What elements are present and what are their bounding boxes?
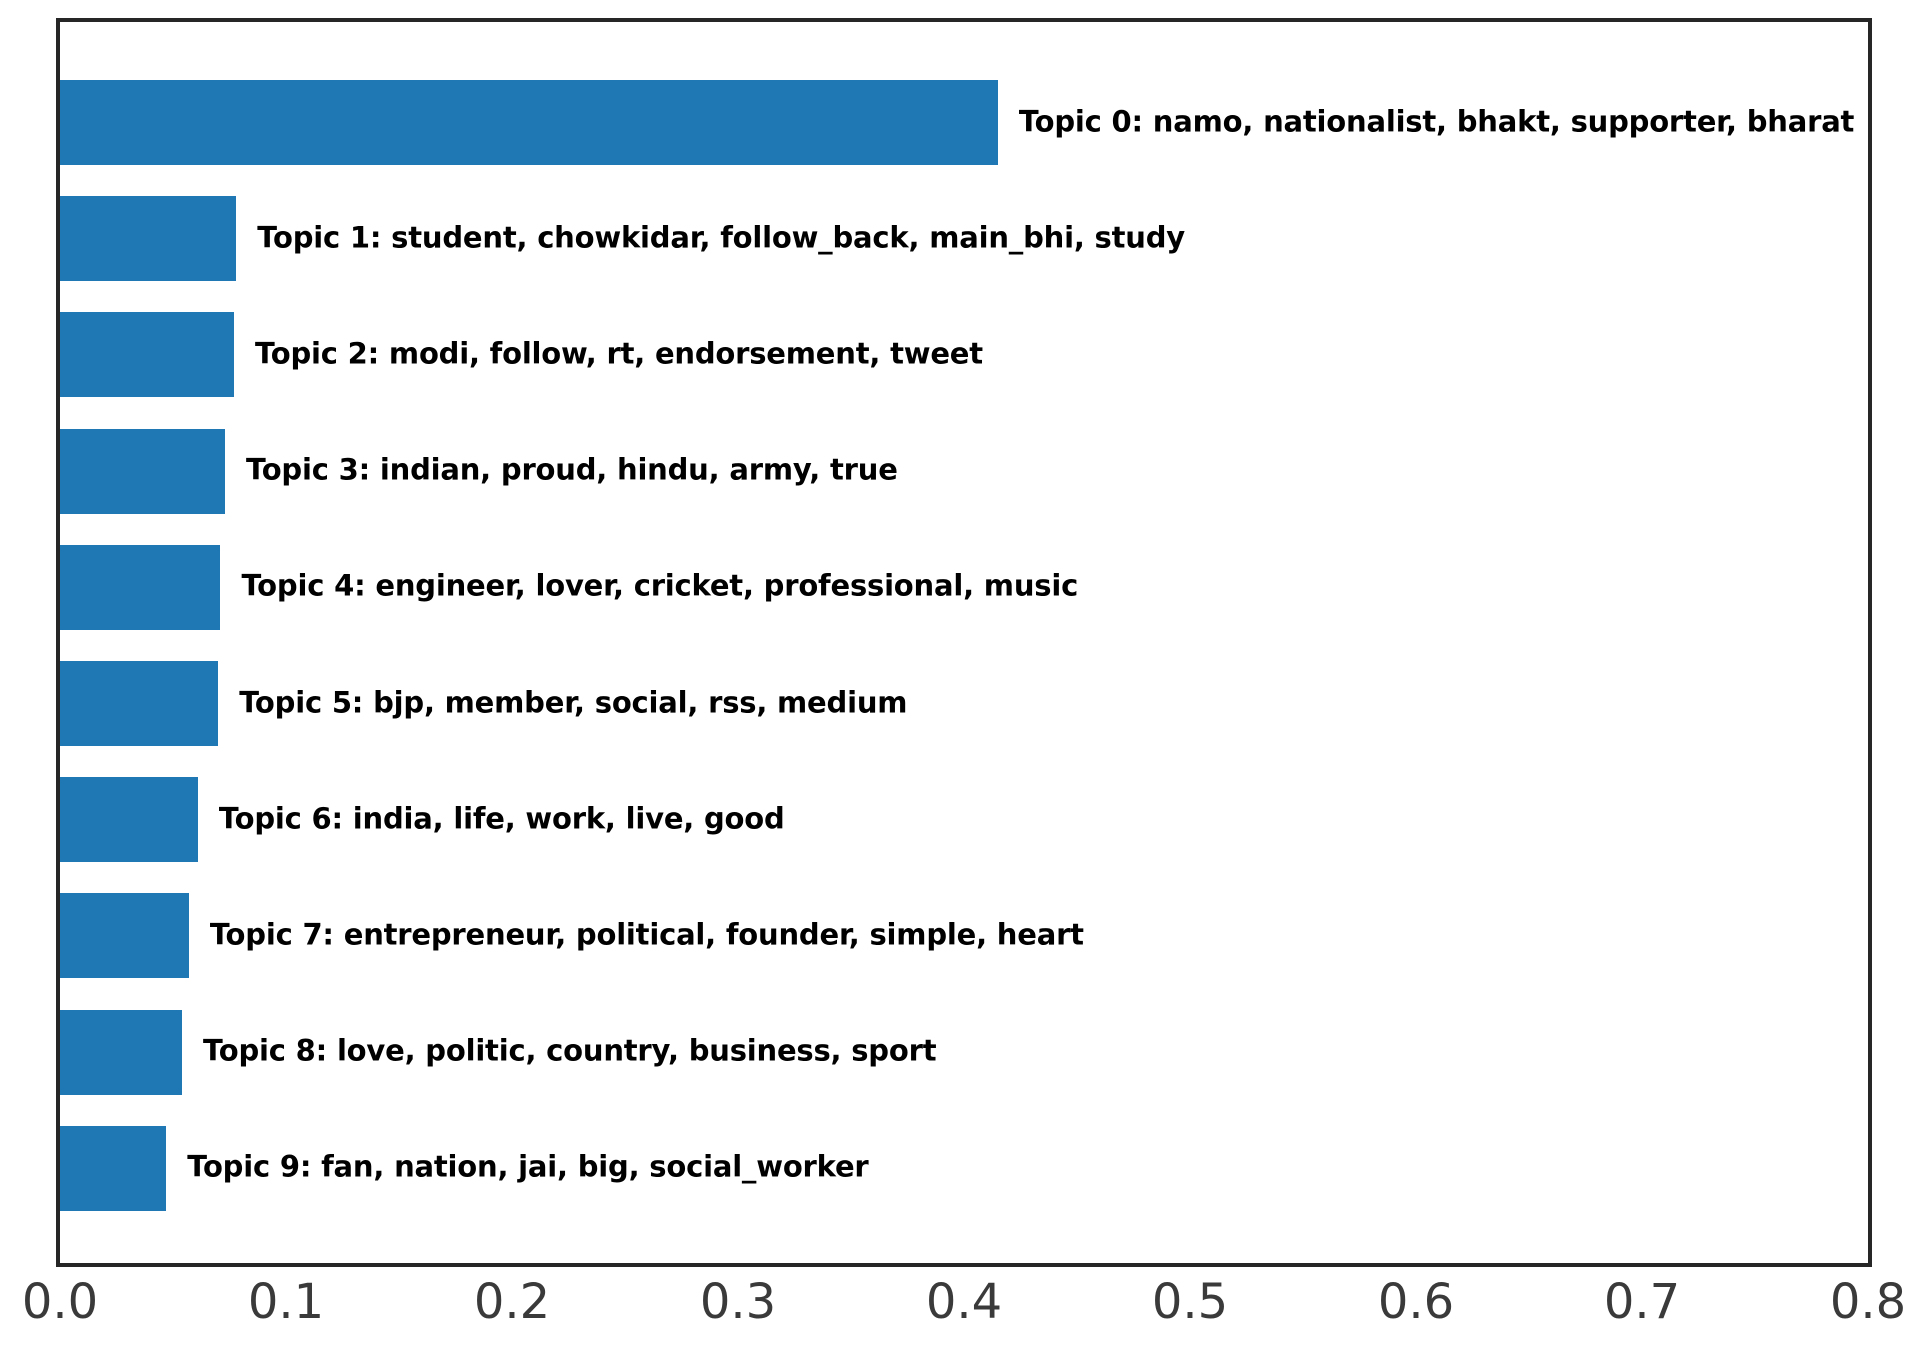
topic-bar-label: Topic 4: engineer, lover, cricket, profe…	[241, 568, 1079, 603]
topic-bar	[60, 196, 237, 282]
x-tick-label: 0.7	[1603, 1274, 1681, 1330]
bar-row: Topic 1: student, chowkidar, follow_back…	[60, 196, 1868, 282]
topic-bar	[60, 312, 235, 398]
x-tick-label: 0.6	[1377, 1274, 1455, 1330]
topic-bar	[60, 777, 198, 863]
topic-bar	[60, 893, 189, 979]
topic-bar	[60, 661, 219, 746]
bar-row: Topic 6: india, life, work, live, good	[60, 777, 1868, 863]
bar-row: Topic 8: love, politic, country, busines…	[60, 1009, 1868, 1095]
bar-row: Topic 4: engineer, lover, cricket, profe…	[60, 544, 1868, 630]
bar-row: Topic 5: bjp, member, social, rss, mediu…	[60, 661, 1868, 746]
bar-row: Topic 9: fan, nation, jai, big, social_w…	[60, 1125, 1868, 1211]
x-tick-label: 0.1	[247, 1274, 325, 1330]
topic-bar-label: Topic 2: modi, follow, rt, endorsement, …	[255, 336, 983, 371]
x-tick-label: 0.3	[699, 1274, 777, 1330]
plot-area: Topic 0: namo, nationalist, bhakt, suppo…	[56, 18, 1872, 1267]
topic-bar	[60, 1125, 167, 1211]
topic-bar-label: Topic 9: fan, nation, jai, big, social_w…	[187, 1149, 869, 1184]
topic-bar	[60, 544, 221, 630]
bar-row: Topic 2: modi, follow, rt, endorsement, …	[60, 312, 1868, 398]
x-tick-label: 0.5	[1151, 1274, 1229, 1330]
topic-bar-label: Topic 7: entrepreneur, political, founde…	[209, 917, 1084, 952]
topic-bar-label: Topic 6: india, life, work, live, good	[218, 801, 785, 836]
x-tick-label: 0.2	[473, 1274, 551, 1330]
topic-bar-label: Topic 0: namo, nationalist, bhakt, suppo…	[1018, 104, 1855, 139]
topic-bar-label: Topic 8: love, politic, country, busines…	[203, 1033, 937, 1068]
bar-row: Topic 0: namo, nationalist, bhakt, suppo…	[60, 80, 1868, 165]
topic-bar	[60, 1009, 183, 1095]
topic-bar-label: Topic 3: indian, proud, hindu, army, tru…	[245, 452, 898, 487]
bar-row: Topic 3: indian, proud, hindu, army, tru…	[60, 428, 1868, 514]
x-tick-label: 0.4	[925, 1274, 1003, 1330]
x-tick-label: 0.8	[1829, 1274, 1907, 1330]
topic-bar-label: Topic 1: student, chowkidar, follow_back…	[257, 220, 1185, 255]
x-tick-label: 0.0	[21, 1274, 99, 1330]
topic-bar-label: Topic 5: bjp, member, social, rss, mediu…	[239, 685, 908, 720]
topic-bar	[60, 428, 225, 514]
topic-bar	[60, 80, 998, 165]
bar-row: Topic 7: entrepreneur, political, founde…	[60, 893, 1868, 979]
